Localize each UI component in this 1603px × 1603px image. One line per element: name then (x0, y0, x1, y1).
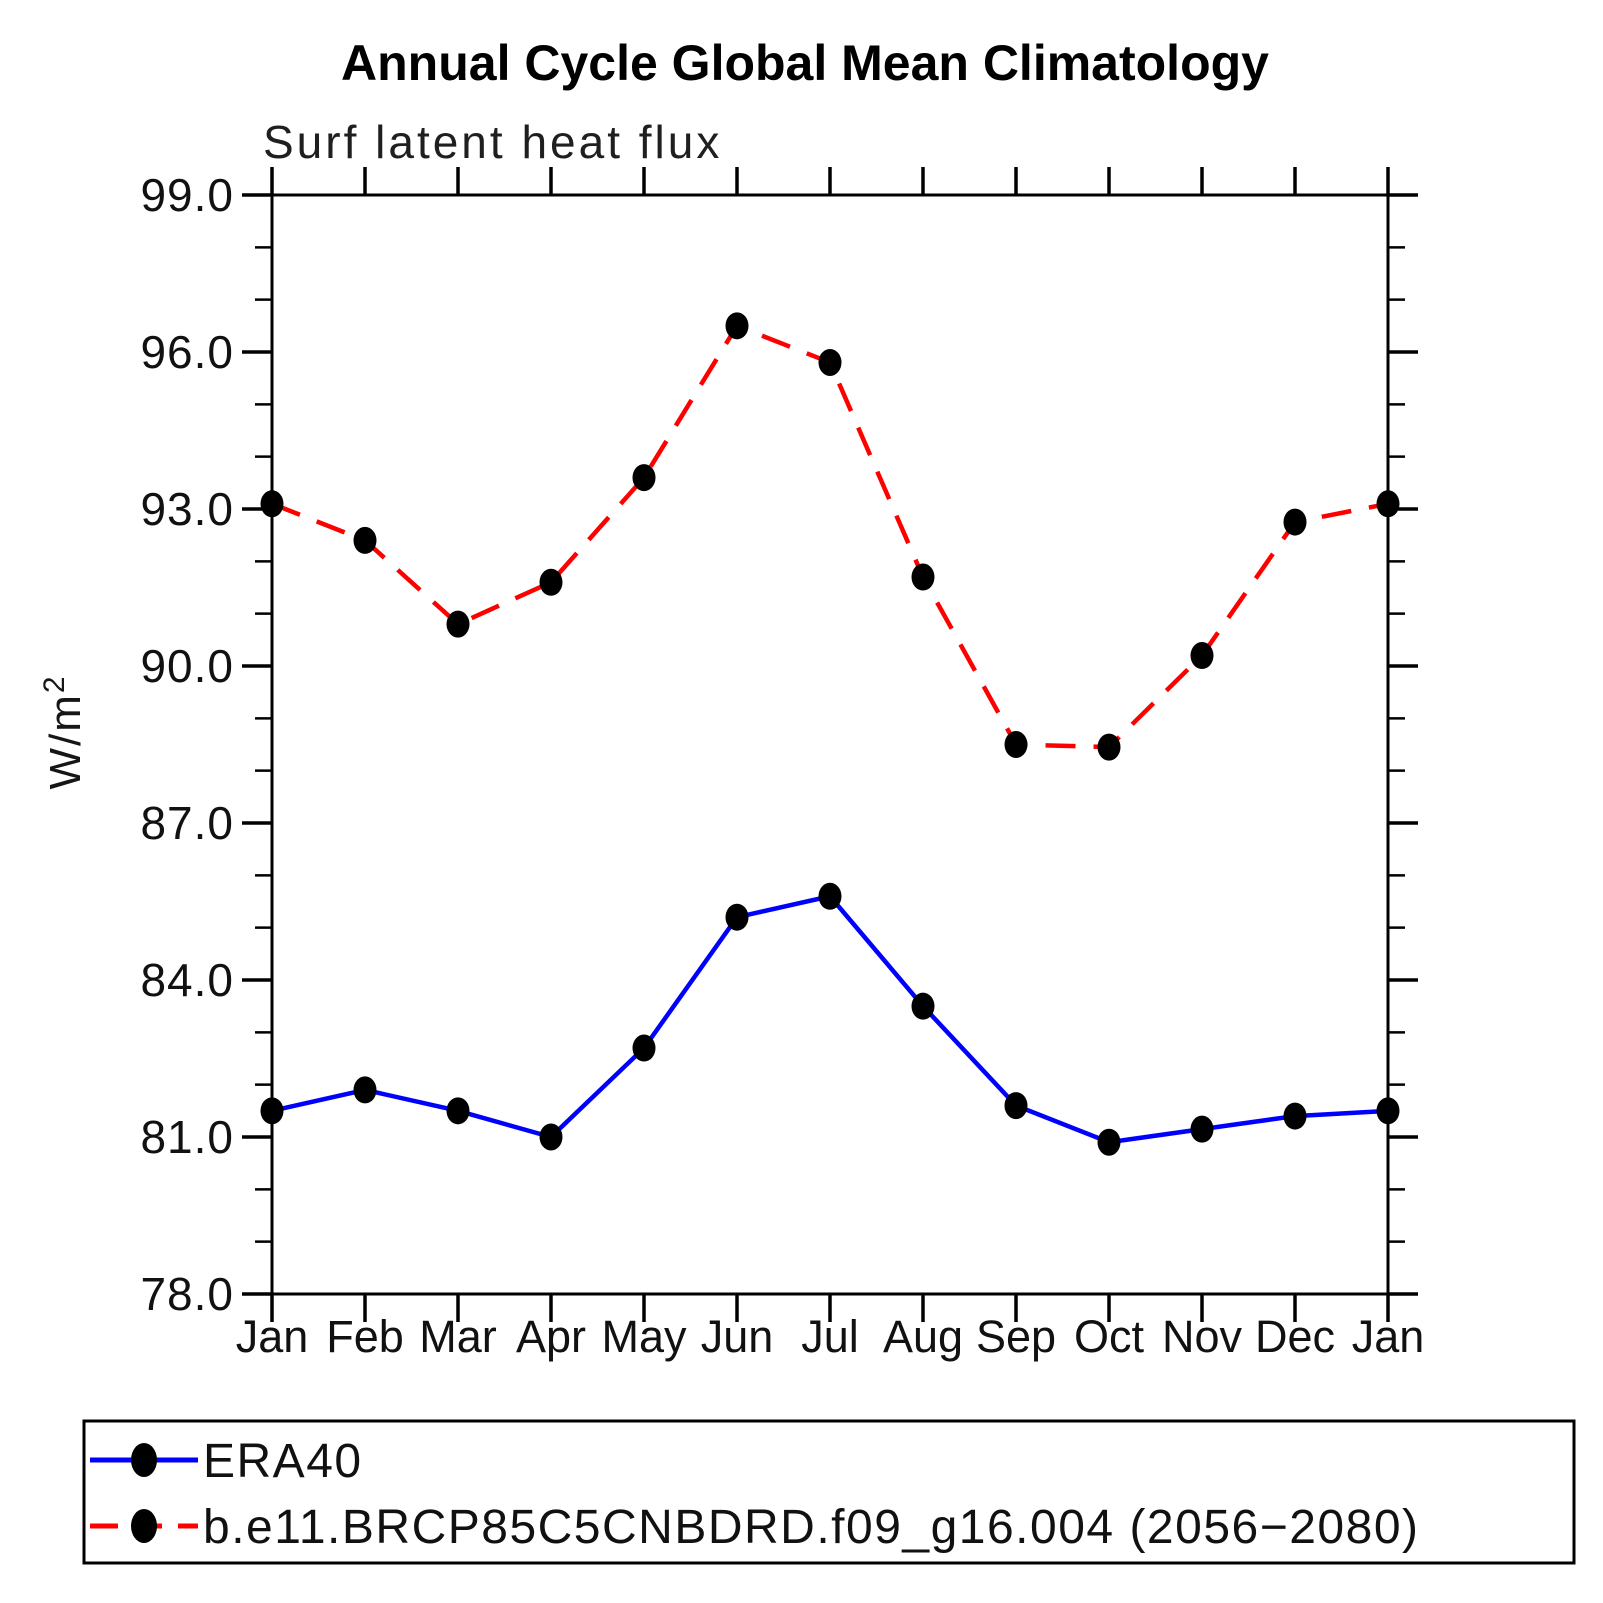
data-point (446, 610, 470, 638)
data-point (1004, 731, 1028, 758)
x-tick-label: Dec (1255, 1311, 1335, 1362)
series-lines (260, 312, 1400, 1156)
x-tick-label: Oct (1074, 1311, 1145, 1362)
legend-label-era40: ERA40 (203, 1435, 363, 1488)
x-tick-label: Feb (326, 1311, 404, 1362)
x-tick-label: Sep (976, 1311, 1056, 1362)
data-point (1376, 490, 1400, 518)
series-line-1 (271, 323, 1389, 750)
y-tick-label: 87.0 (140, 797, 234, 849)
data-point (1283, 1102, 1307, 1130)
data-point (1283, 508, 1307, 536)
y-tick-label: 96.0 (140, 326, 234, 378)
data-point (818, 348, 842, 376)
chart-title: Annual Cycle Global Mean Climatology (341, 35, 1269, 91)
y-tick-label: 93.0 (140, 483, 234, 535)
data-point (353, 526, 377, 554)
x-tick-label: Apr (516, 1311, 586, 1362)
chart-subtitle: Surf latent heat flux (263, 116, 722, 168)
data-point (632, 464, 656, 492)
series-line-0 (271, 893, 1389, 1145)
legend: ERA40 b.e11.BRCP85C5CNBDRD.f09_g16.004 (… (82, 1419, 1576, 1565)
data-point (353, 1076, 377, 1104)
x-tick-label: Jul (801, 1311, 859, 1362)
data-point (725, 903, 749, 931)
x-tick-label: Jan (1352, 1311, 1425, 1362)
y-axis-label-base: W/m (41, 693, 90, 789)
legend-box (82, 1419, 1576, 1565)
x-tick-label: Jan (236, 1311, 309, 1362)
x-tick-label: Mar (419, 1311, 497, 1362)
y-tick-label: 99.0 (140, 169, 234, 221)
y-axis-label-superscript: 2 (38, 674, 71, 693)
data-point (818, 882, 842, 910)
data-point (911, 992, 935, 1020)
data-point (1190, 1115, 1214, 1143)
data-point (1097, 1128, 1121, 1156)
data-point (725, 312, 749, 340)
data-point (446, 1097, 470, 1125)
legend-label-model: b.e11.BRCP85C5CNBDRD.f09_g16.004 (2056−2… (203, 1501, 1420, 1554)
x-tick-label: May (601, 1311, 687, 1362)
y-tick-label: 84.0 (140, 954, 234, 1006)
data-point (1190, 642, 1214, 670)
y-axis-label: W/m2 (38, 674, 90, 789)
data-point (1004, 1092, 1028, 1120)
x-tick-label: Aug (883, 1311, 963, 1362)
x-tick-label: Nov (1162, 1311, 1243, 1362)
axes: 78.0 81.0 84.0 87.0 90.0 93.0 96.0 99.0 Jan Feb Ma… (140, 167, 1424, 1362)
y-tick-label: 81.0 (140, 1111, 234, 1163)
legend-marker-model (131, 1509, 157, 1543)
legend-marker-era40 (131, 1443, 157, 1477)
data-point (539, 568, 563, 596)
data-point (911, 563, 935, 591)
y-tick-label: 90.0 (140, 640, 234, 692)
data-point (632, 1034, 656, 1062)
data-point (260, 490, 284, 518)
y-tick-label: 78.0 (140, 1268, 234, 1320)
data-point (260, 1097, 284, 1125)
x-tick-label: Jun (701, 1311, 774, 1362)
data-point (1097, 733, 1121, 761)
data-point (1376, 1097, 1400, 1125)
data-point (539, 1123, 563, 1151)
